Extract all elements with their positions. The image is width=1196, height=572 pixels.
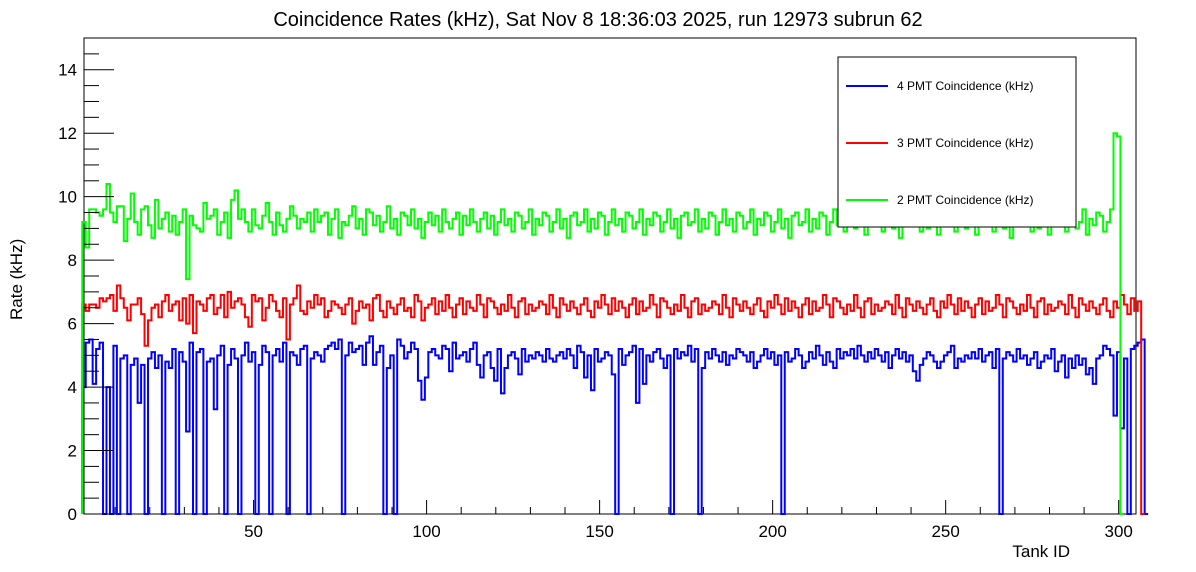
y-tick-label: 12 xyxy=(58,124,77,143)
x-tick-label: 150 xyxy=(585,522,613,541)
y-tick-label: 14 xyxy=(58,61,77,80)
x-tick-label: 50 xyxy=(244,522,263,541)
x-axis-title: Tank ID xyxy=(1012,542,1070,561)
series-line-4pmt xyxy=(81,335,1149,515)
y-axis-title: Rate (kHz) xyxy=(7,239,26,320)
y-tick-label: 0 xyxy=(68,505,77,524)
legend-label-2pmt: 2 PMT Coincidence (kHz) xyxy=(897,193,1034,207)
y-tick-label: 2 xyxy=(68,442,77,461)
y-tick-label: 10 xyxy=(58,188,77,207)
y-tick-label: 4 xyxy=(68,378,77,397)
chart-title: Coincidence Rates (kHz), Sat Nov 8 18:36… xyxy=(273,9,922,31)
legend: 4 PMT Coincidence (kHz) 3 PMT Coincidenc… xyxy=(837,56,1077,228)
x-tick-label: 200 xyxy=(758,522,786,541)
legend-label-3pmt: 3 PMT Coincidence (kHz) xyxy=(897,136,1034,150)
series-line-3pmt xyxy=(81,284,1145,515)
x-tick-label: 250 xyxy=(931,522,959,541)
y-tick-label: 6 xyxy=(68,315,77,334)
y-tick-label: 8 xyxy=(68,251,77,270)
x-tick-label: 300 xyxy=(1105,522,1133,541)
legend-label-4pmt: 4 PMT Coincidence (kHz) xyxy=(897,79,1034,93)
axes-layer: 0 2 4 6 8 10 12 14 50 100 150 200 250 300 xyxy=(58,37,1133,541)
x-tick-label: 100 xyxy=(412,522,440,541)
